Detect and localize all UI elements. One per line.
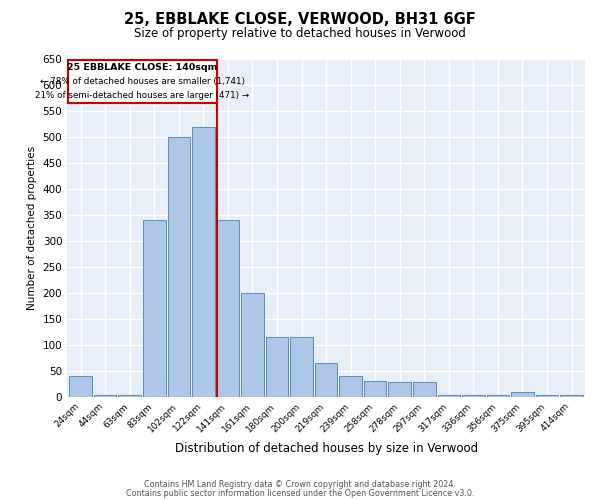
- Text: 25, EBBLAKE CLOSE, VERWOOD, BH31 6GF: 25, EBBLAKE CLOSE, VERWOOD, BH31 6GF: [124, 12, 476, 28]
- Text: 21% of semi-detached houses are larger (471) →: 21% of semi-detached houses are larger (…: [35, 92, 250, 100]
- Bar: [511, 392, 534, 396]
- X-axis label: Distribution of detached houses by size in Verwood: Distribution of detached houses by size …: [175, 442, 478, 455]
- Bar: [462, 395, 485, 396]
- Bar: [167, 137, 190, 396]
- Bar: [192, 126, 215, 396]
- Bar: [266, 337, 288, 396]
- Text: 25 EBBLAKE CLOSE: 140sqm: 25 EBBLAKE CLOSE: 140sqm: [67, 63, 218, 72]
- Bar: [118, 395, 141, 396]
- Bar: [437, 395, 460, 396]
- Bar: [487, 395, 509, 396]
- Bar: [241, 293, 264, 397]
- Bar: [290, 337, 313, 396]
- Bar: [560, 395, 583, 396]
- Y-axis label: Number of detached properties: Number of detached properties: [27, 146, 37, 310]
- Bar: [217, 220, 239, 396]
- Bar: [536, 395, 558, 396]
- Bar: [413, 382, 436, 396]
- Bar: [315, 363, 337, 396]
- Bar: [143, 220, 166, 396]
- Bar: [70, 376, 92, 396]
- Text: Contains HM Land Registry data © Crown copyright and database right 2024.: Contains HM Land Registry data © Crown c…: [144, 480, 456, 489]
- Text: ← 78% of detached houses are smaller (1,741): ← 78% of detached houses are smaller (1,…: [40, 77, 245, 86]
- Text: Size of property relative to detached houses in Verwood: Size of property relative to detached ho…: [134, 28, 466, 40]
- Bar: [94, 395, 116, 396]
- Bar: [340, 376, 362, 396]
- Text: Contains public sector information licensed under the Open Government Licence v3: Contains public sector information licen…: [126, 488, 474, 498]
- Bar: [364, 381, 386, 396]
- Bar: [388, 382, 411, 396]
- FancyBboxPatch shape: [68, 60, 217, 103]
